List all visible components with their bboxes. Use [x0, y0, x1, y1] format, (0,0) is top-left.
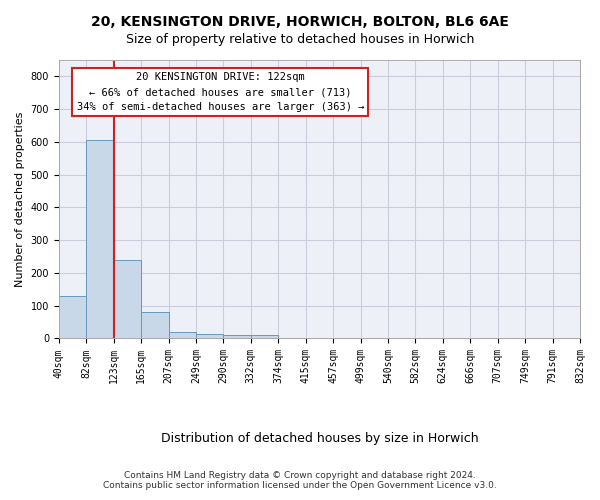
Bar [59, 296, 86, 339]
Text: 20 KENSINGTON DRIVE: 122sqm
← 66% of detached houses are smaller (713)
34% of se: 20 KENSINGTON DRIVE: 122sqm ← 66% of det… [77, 72, 364, 112]
Bar [251, 335, 278, 338]
Bar [169, 332, 196, 338]
Text: 20, KENSINGTON DRIVE, HORWICH, BOLTON, BL6 6AE: 20, KENSINGTON DRIVE, HORWICH, BOLTON, B… [91, 15, 509, 29]
Bar [141, 312, 169, 338]
Bar [196, 334, 223, 338]
Bar [223, 335, 251, 338]
Bar [113, 260, 141, 338]
X-axis label: Distribution of detached houses by size in Horwich: Distribution of detached houses by size … [161, 432, 478, 445]
Bar [86, 140, 113, 338]
Y-axis label: Number of detached properties: Number of detached properties [15, 112, 25, 287]
Text: Contains HM Land Registry data © Crown copyright and database right 2024.
Contai: Contains HM Land Registry data © Crown c… [103, 470, 497, 490]
Text: Size of property relative to detached houses in Horwich: Size of property relative to detached ho… [126, 32, 474, 46]
